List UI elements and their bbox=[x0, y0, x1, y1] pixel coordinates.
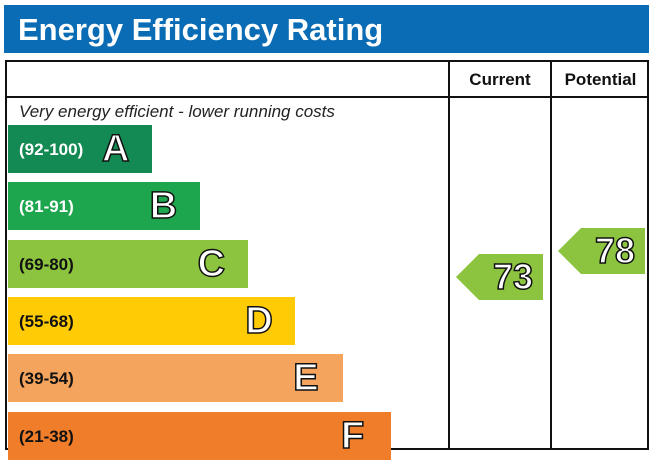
current-rating-arrow-value: 73 bbox=[492, 255, 534, 297]
band-range-label: (39-54) bbox=[19, 369, 74, 389]
current-rating-arrow-pointer bbox=[456, 253, 543, 300]
band-range-label: (55-68) bbox=[19, 311, 74, 331]
potential-column-header: Potential bbox=[564, 70, 637, 89]
band-letter: A bbox=[101, 128, 130, 170]
band-b: (81-91) B bbox=[8, 182, 200, 231]
potential-rating-arrow-shape bbox=[558, 227, 645, 274]
band-letter: D bbox=[245, 299, 274, 342]
band-e: (39-54) E bbox=[8, 354, 344, 403]
potential-rating-arrow-value: 78 bbox=[594, 229, 636, 271]
band-c: (69-80) C bbox=[8, 239, 248, 288]
current-column-header: Current bbox=[469, 70, 531, 89]
band-range-label: (69-80) bbox=[19, 254, 74, 274]
band-letter: F bbox=[340, 414, 365, 457]
title-bar: Energy Efficiency Rating bbox=[4, 5, 649, 53]
current-rating-arrow: 73 bbox=[456, 253, 543, 300]
header-divider bbox=[7, 96, 647, 98]
band-letter: E bbox=[292, 357, 319, 400]
band-range-label: (81-91) bbox=[19, 197, 74, 217]
band-letter: B bbox=[149, 185, 178, 228]
potential-rating-arrow-pointer bbox=[558, 227, 645, 274]
band-a: (92-100) A bbox=[8, 125, 152, 173]
band-range-label: (92-100) bbox=[19, 140, 84, 159]
potential-rating-arrow: 78 bbox=[558, 227, 645, 274]
band-d: (55-68) D bbox=[8, 296, 296, 345]
band-f: (21-38) F bbox=[8, 411, 391, 460]
rating-panel: Current Potential Very energy efficient … bbox=[5, 60, 649, 460]
column-divider-current bbox=[448, 62, 450, 448]
top-caption: Very energy efficient - lower running co… bbox=[19, 102, 335, 121]
current-rating-arrow-shape bbox=[456, 253, 543, 300]
column-divider-potential bbox=[550, 62, 552, 448]
band-letter: C bbox=[197, 242, 226, 285]
chart-title: Energy Efficiency Rating bbox=[18, 12, 384, 47]
